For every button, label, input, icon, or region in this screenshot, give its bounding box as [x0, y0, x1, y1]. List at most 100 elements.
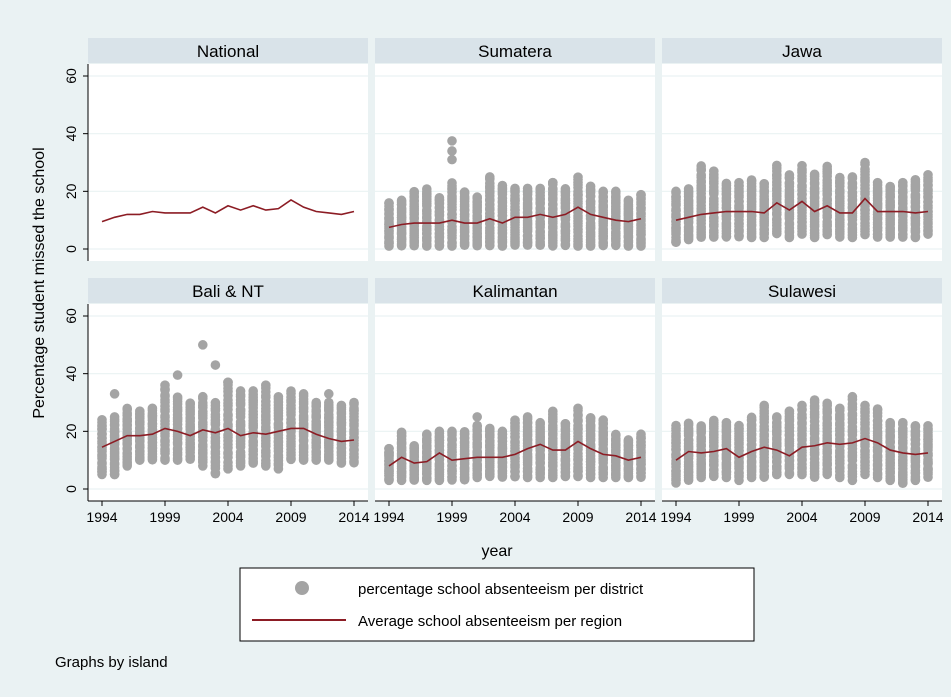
x-tick-label: 2014	[912, 509, 943, 525]
district-point	[472, 192, 483, 202]
district-point	[598, 186, 608, 197]
district-point	[734, 177, 744, 188]
panel-sulawesi: Sulawesi 1994 1999 2004 2009 2014	[660, 278, 944, 525]
district-point	[172, 392, 183, 403]
panel-title: Sulawesi	[768, 282, 836, 301]
legend: percentage school absenteeism per distri…	[239, 567, 755, 642]
district-point	[210, 360, 221, 370]
district-point	[573, 466, 583, 477]
x-tick-label: 2004	[212, 509, 243, 525]
district-point	[472, 412, 483, 422]
district-point	[248, 386, 258, 396]
district-point	[772, 412, 782, 422]
y-tick-label: 0	[63, 485, 79, 493]
y-tick-label: 60	[63, 68, 79, 84]
district-point	[598, 415, 608, 425]
district-point	[872, 177, 883, 188]
x-tick-label: 2009	[562, 509, 593, 525]
district-point	[459, 426, 470, 437]
district-point	[560, 418, 571, 429]
district-point	[384, 443, 394, 454]
panel-strip	[662, 38, 942, 63]
district-point	[923, 169, 933, 180]
district-point	[109, 389, 120, 399]
x-tick-label: 1999	[149, 509, 180, 525]
district-point	[847, 475, 858, 486]
district-point	[324, 397, 334, 408]
district-point	[721, 178, 732, 189]
district-point	[286, 386, 296, 396]
district-point	[336, 400, 347, 411]
y-tick-label: 40	[63, 126, 79, 142]
district-point	[97, 466, 107, 477]
district-point	[835, 403, 845, 414]
panel-kalimantan: Kalimantan 1994 1999 2004 2009 2014	[373, 278, 657, 525]
y-axis-title: Percentage student missed the school	[31, 147, 48, 418]
district-point	[472, 420, 483, 431]
district-point	[396, 195, 407, 206]
y-tick-label: 40	[63, 366, 79, 382]
x-tick-label: 2009	[849, 509, 880, 525]
district-point	[485, 423, 495, 434]
x-tick-label: 1999	[436, 509, 467, 525]
panel-jawa: Jawa	[662, 38, 942, 261]
district-point	[573, 403, 583, 414]
average-line	[101, 427, 355, 448]
panel-plot-area	[88, 64, 368, 261]
district-point	[497, 180, 508, 191]
average-line	[388, 440, 642, 467]
x-tick-label: 2004	[499, 509, 530, 525]
district-point	[923, 420, 933, 431]
legend-point-marker	[295, 581, 309, 595]
district-point	[898, 478, 908, 489]
legend-line-label: Average school absenteeism per region	[358, 613, 622, 630]
district-point	[198, 391, 208, 402]
district-point	[447, 154, 457, 165]
x-tick-label: 2009	[275, 509, 306, 525]
average-line	[101, 199, 355, 223]
district-point	[872, 404, 883, 414]
x-tick-label: 1994	[373, 509, 404, 525]
district-point	[585, 412, 596, 423]
x-tick-label: 2014	[625, 509, 656, 525]
x-tick-label: 1999	[723, 509, 754, 525]
district-point	[434, 426, 445, 437]
district-point	[510, 415, 520, 425]
district-point	[746, 412, 757, 423]
x-tick-label: 2014	[338, 509, 369, 525]
panel-title: Jawa	[782, 42, 822, 61]
district-point	[447, 426, 457, 437]
district-point	[746, 175, 757, 185]
average-line	[388, 206, 642, 229]
district-point	[384, 198, 394, 208]
x-tick-label: 2004	[786, 509, 817, 525]
district-point	[847, 172, 858, 182]
district-point	[434, 192, 445, 203]
district-point	[809, 169, 820, 180]
district-point	[860, 157, 870, 168]
district-point	[696, 161, 706, 171]
district-point	[349, 397, 359, 408]
district-point	[835, 172, 845, 183]
average-line	[675, 197, 929, 221]
district-point	[447, 178, 457, 188]
district-point	[885, 181, 895, 192]
district-point	[510, 183, 520, 194]
y-tick-label: 0	[63, 245, 79, 253]
district-point	[696, 421, 706, 431]
district-point	[409, 440, 420, 451]
district-point	[198, 340, 208, 350]
district-point	[636, 429, 646, 440]
district-point	[172, 370, 183, 380]
district-point	[910, 175, 921, 185]
district-point	[311, 397, 322, 408]
district-point	[860, 400, 870, 411]
district-point	[147, 403, 158, 414]
district-point	[671, 186, 681, 197]
district-point	[422, 429, 432, 440]
panel-title: National	[197, 42, 259, 61]
panel-bali-nt: Bali & NT 0 20 40 60 1994 1999 2004 2009 2014	[63, 278, 370, 525]
district-point	[548, 177, 558, 188]
district-point	[396, 427, 407, 438]
legend-box	[239, 567, 755, 642]
